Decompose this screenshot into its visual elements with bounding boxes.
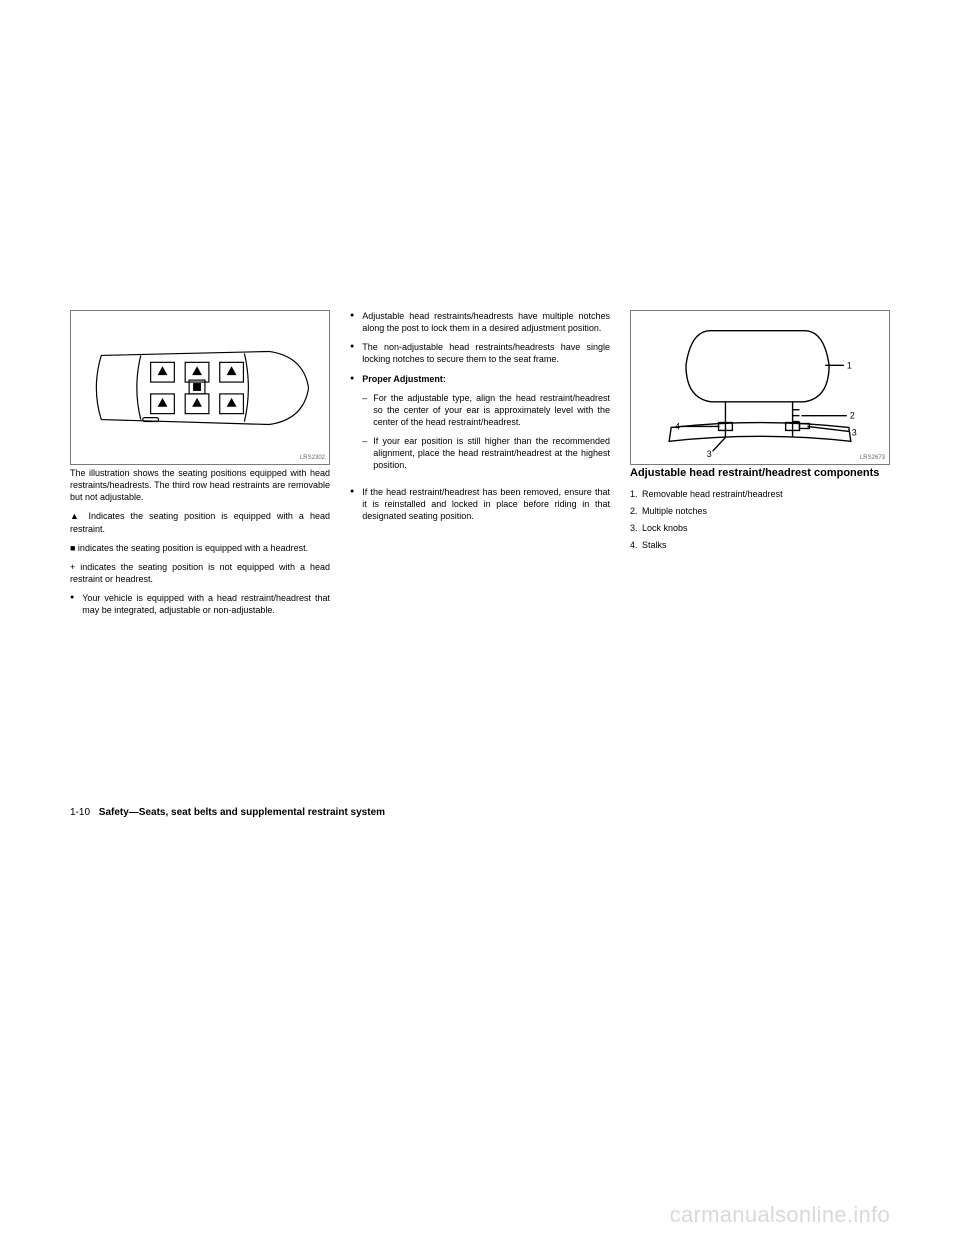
three-column-layout: LRS2302 The illustration shows the seati… bbox=[70, 310, 890, 623]
page-footer: 1-10 Safety—Seats, seat belts and supple… bbox=[70, 807, 385, 818]
col2-sub-1: For the adjustable type, align the head … bbox=[373, 392, 610, 428]
svg-text:4: 4 bbox=[675, 421, 680, 431]
svg-text:1: 1 bbox=[847, 360, 852, 370]
column-1: LRS2302 The illustration shows the seati… bbox=[70, 310, 330, 623]
column-3: 1 2 3 4 3 LRS2673 Adjustable head restra… bbox=[630, 310, 890, 623]
col2-sublist: For the adjustable type, align the head … bbox=[362, 392, 610, 472]
col3-numbered-list: 1. Removable head restraint/headrest 2. … bbox=[630, 488, 890, 552]
headrest-icon: 1 2 3 4 3 bbox=[631, 311, 889, 464]
col3-heading: Adjustable head restraint/headrest compo… bbox=[630, 467, 890, 481]
page-number: 1-10 bbox=[70, 807, 90, 818]
svg-text:3: 3 bbox=[852, 427, 857, 437]
column-2: Adjustable head restraints/headrests hav… bbox=[350, 310, 610, 623]
col3-item-4: 4. Stalks bbox=[630, 539, 890, 551]
col2-bullets: Adjustable head restraints/headrests hav… bbox=[350, 310, 610, 522]
figure-1-label: LRS2302 bbox=[300, 454, 325, 462]
col3-item-3: 3. Lock knobs bbox=[630, 522, 890, 534]
svg-text:3: 3 bbox=[707, 449, 712, 459]
col1-bullets: Your vehicle is equipped with a head res… bbox=[70, 592, 330, 616]
col1-para-4: + indicates the seating position is not … bbox=[70, 561, 330, 585]
col2-bullet-1: Adjustable head restraints/headrests hav… bbox=[362, 310, 610, 334]
col2-bullet-3-label: Proper Adjustment: bbox=[362, 374, 446, 384]
figure-2-label: LRS2673 bbox=[860, 454, 885, 462]
col3-item-1: 1. Removable head restraint/headrest bbox=[630, 488, 890, 500]
col1-bullet-1: Your vehicle is equipped with a head res… bbox=[82, 592, 330, 616]
figure-seat-positions: LRS2302 bbox=[70, 310, 330, 465]
car-top-view-icon bbox=[71, 311, 329, 464]
col2-bullet-4: If the head restraint/headrest has been … bbox=[362, 486, 610, 522]
col2-bullet-2: The non-adjustable head restraints/headr… bbox=[362, 341, 610, 365]
col3-item-2: 2. Multiple notches bbox=[630, 505, 890, 517]
page-content: LRS2302 The illustration shows the seati… bbox=[70, 310, 890, 623]
page-section-title: Safety—Seats, seat belts and supplementa… bbox=[99, 807, 385, 818]
col1-para-1: The illustration shows the seating posit… bbox=[70, 467, 330, 503]
col1-para-3: ■ indicates the seating position is equi… bbox=[70, 542, 330, 554]
svg-text:2: 2 bbox=[850, 411, 855, 421]
col1-para-2: ▲ Indicates the seating position is equi… bbox=[70, 510, 330, 534]
col2-sub-2: If your ear position is still higher tha… bbox=[373, 435, 610, 471]
col2-bullet-3-wrap: Proper Adjustment: For the adjustable ty… bbox=[362, 373, 610, 479]
figure-headrest: 1 2 3 4 3 LRS2673 bbox=[630, 310, 890, 465]
watermark-text: carmanualsonline.info bbox=[670, 1202, 890, 1228]
